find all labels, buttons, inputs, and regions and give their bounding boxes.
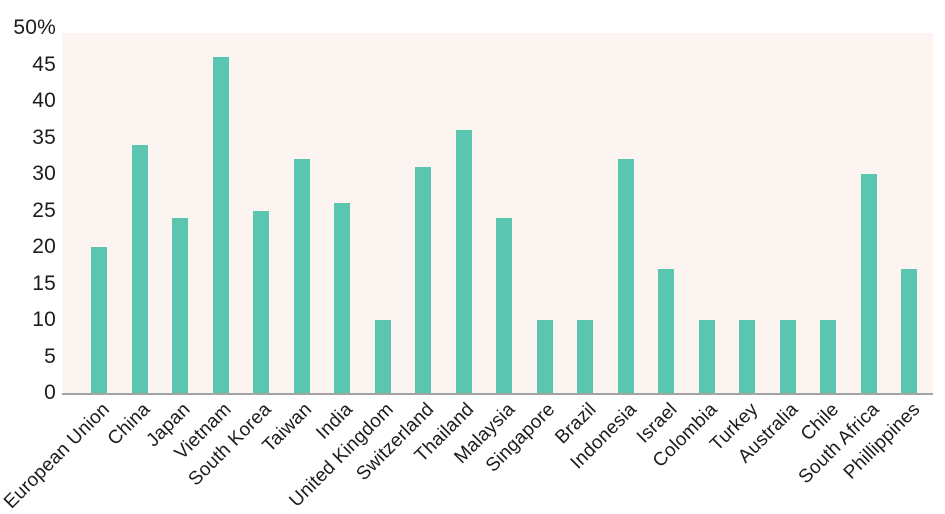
bar-malaysia <box>496 217 513 393</box>
y-tick-label-30: 30 <box>32 162 56 185</box>
bar-thailand <box>455 130 472 393</box>
bar-european-union <box>91 247 108 393</box>
bar-brazil <box>577 320 594 393</box>
y-tick-label-25: 25 <box>32 198 56 222</box>
bar-chile <box>820 320 837 393</box>
bar-turkey <box>739 320 756 393</box>
bar-south-korea <box>253 210 270 393</box>
y-tick-label-35: 35 <box>32 125 56 149</box>
bar-chart: 50% 45 40 35 30 25 20 15 10 5 0 European Union Chin… <box>0 16 933 513</box>
y-tick-label-10: 10 <box>32 308 56 331</box>
bar-switzerland <box>415 166 432 393</box>
y-tick-label-5: 5 <box>44 344 56 368</box>
bar-china <box>131 144 148 393</box>
x-label-china: China <box>103 399 155 450</box>
bar-south-africa <box>860 174 877 393</box>
y-tick-label-0: 0 <box>44 381 56 404</box>
y-tick-label-20: 20 <box>32 235 56 258</box>
bar-india <box>334 203 351 393</box>
y-tick-label-45: 45 <box>32 52 56 76</box>
bar-indonesia <box>617 159 634 393</box>
bar-australia <box>779 320 796 393</box>
x-axis-line <box>62 393 933 395</box>
bar-united-kingdom <box>374 320 391 393</box>
plot-area <box>62 33 933 393</box>
y-tick-label-40: 40 <box>32 89 56 112</box>
bar-singapore <box>536 320 553 393</box>
bar-israel <box>658 268 675 393</box>
bar-taiwan <box>293 159 310 393</box>
bar-colombia <box>698 320 715 393</box>
y-tick-label-15: 15 <box>32 271 56 295</box>
x-label-european-union: European Union <box>0 399 115 513</box>
bar-vietnam <box>212 57 229 393</box>
bar-phillippines <box>901 268 918 393</box>
y-tick-label-50: 50% <box>13 16 56 39</box>
bar-japan <box>172 217 189 393</box>
